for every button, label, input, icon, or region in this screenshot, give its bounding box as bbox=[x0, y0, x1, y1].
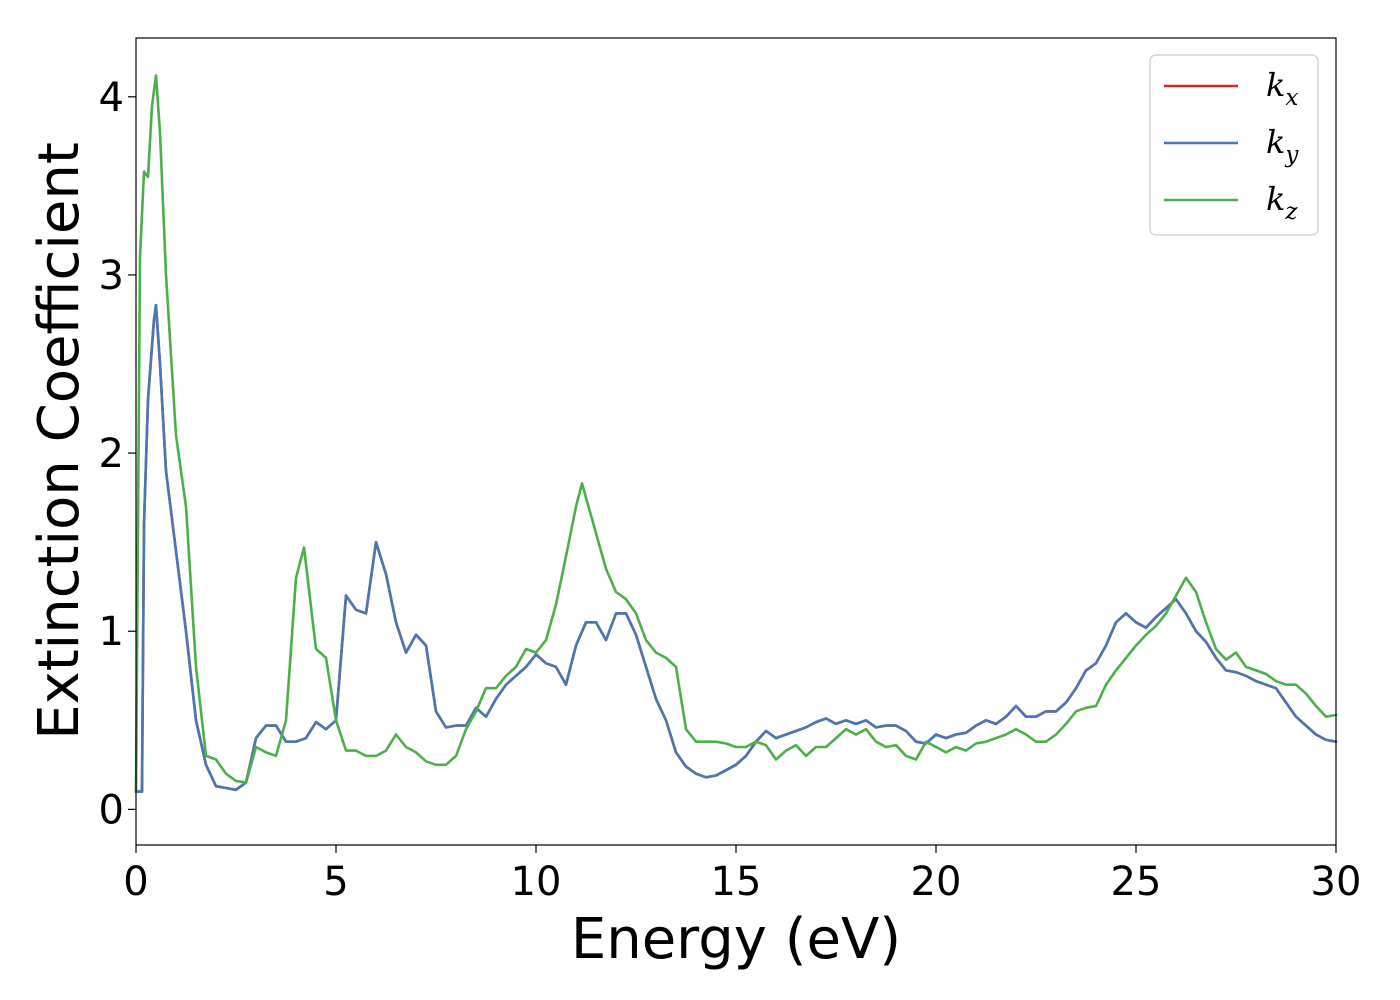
x-tick-label: 15 bbox=[711, 859, 762, 905]
y-tick-label: 1 bbox=[99, 609, 124, 655]
legend-label-x: kx bbox=[1266, 66, 1298, 111]
x-tick-label: 30 bbox=[1311, 859, 1362, 905]
x-tick-label: 20 bbox=[911, 859, 962, 905]
y-axis-label: Extinction Coefficient bbox=[27, 142, 92, 740]
series-layer bbox=[134, 74, 1338, 793]
legend-box bbox=[1149, 54, 1319, 236]
x-tick-label: 25 bbox=[1111, 859, 1162, 905]
legend-label-z: kz bbox=[1266, 180, 1298, 225]
y-tick-label: 2 bbox=[99, 431, 124, 477]
series-line-y bbox=[134, 303, 1338, 793]
x-tick-label: 5 bbox=[323, 859, 348, 905]
x-tick-label: 0 bbox=[123, 859, 148, 905]
legend-label-y: ky bbox=[1266, 123, 1299, 168]
x-tick-label: 10 bbox=[511, 859, 562, 905]
legend: kx ky kz bbox=[1149, 54, 1319, 236]
y-tick-label: 3 bbox=[99, 253, 124, 299]
y-tick-label: 0 bbox=[99, 787, 124, 833]
series-line-z bbox=[134, 74, 1338, 793]
y-tick-label: 4 bbox=[99, 75, 124, 121]
x-axis: 0 5 10 15 20 25 30 bbox=[123, 845, 1361, 905]
y-axis: 0 1 2 3 4 bbox=[99, 75, 136, 833]
x-axis-label: Energy (eV) bbox=[571, 907, 901, 972]
